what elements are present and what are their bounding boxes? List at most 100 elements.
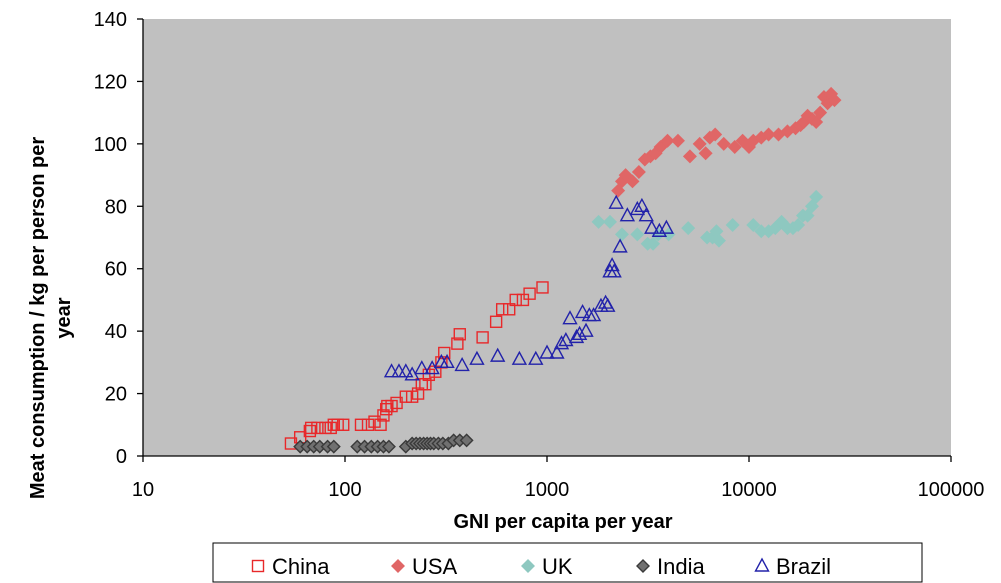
data-point-brazil <box>574 303 591 319</box>
legend-box <box>212 542 923 583</box>
data-point-uk <box>591 214 606 229</box>
y-axis-title-line2: year <box>53 297 75 338</box>
legend-marker-china <box>251 559 265 573</box>
data-point-china <box>503 303 516 316</box>
data-point-brazil <box>578 322 594 337</box>
data-point-brazil <box>558 332 574 347</box>
data-point-china <box>509 293 522 307</box>
legend-items: China USA UK India Brazil <box>251 554 831 579</box>
series-india <box>293 433 474 454</box>
data-point-usa <box>716 136 731 151</box>
tick-labels: 0 20 40 60 80 100 120 140 10 100 1000 10000 100000 <box>94 9 985 501</box>
data-point-uk <box>746 218 761 233</box>
legend-label: China <box>272 554 330 579</box>
data-point-brazil <box>469 350 485 365</box>
series-brazil <box>383 194 675 381</box>
data-point-uk <box>804 199 819 214</box>
x-axis-title: GNI per capita per year <box>454 511 673 533</box>
x-tick-label: 1000 <box>525 479 570 501</box>
data-point-usa <box>682 149 697 164</box>
y-tick-label: 120 <box>94 71 127 93</box>
legend-label: Brazil <box>776 554 831 579</box>
y-tick-label: 20 <box>105 384 127 406</box>
data-point-uk <box>725 218 740 233</box>
x-tick-label: 10 <box>132 479 154 501</box>
data-point-brazil <box>383 363 400 378</box>
x-tick-label: 10000 <box>721 479 777 501</box>
data-point-china <box>361 418 375 431</box>
legend-marker-usa <box>391 559 405 573</box>
data-point-usa <box>727 139 742 154</box>
data-point-usa <box>813 105 828 120</box>
data-point-brazil <box>528 350 544 365</box>
data-point-china <box>311 421 324 435</box>
legend: China USA UK India Brazil <box>212 542 923 583</box>
y-tick-label: 140 <box>94 9 127 31</box>
data-point-brazil <box>511 350 528 365</box>
data-point-brazil <box>490 347 506 362</box>
data-point-china <box>523 287 536 300</box>
data-point-brazil <box>439 353 455 369</box>
data-point-china <box>495 303 509 316</box>
data-point-china <box>337 418 350 431</box>
legend-label: USA <box>412 554 458 579</box>
data-points <box>284 86 842 454</box>
legend-marker-india <box>636 559 650 573</box>
data-point-china <box>303 424 317 438</box>
legend-item-uk: UK <box>521 554 573 579</box>
data-point-brazil <box>638 207 654 222</box>
data-point-brazil <box>549 344 565 359</box>
legend-item-china: China <box>251 554 330 579</box>
legend-item-usa: USA <box>391 554 458 579</box>
data-point-china <box>304 421 318 435</box>
data-point-china <box>399 390 413 403</box>
data-point-brazil <box>644 219 660 234</box>
data-point-usa <box>761 127 776 142</box>
data-point-china <box>419 378 432 391</box>
data-point-usa <box>670 133 685 148</box>
data-point-uk <box>614 227 629 242</box>
data-point-uk <box>711 233 726 248</box>
data-point-china <box>476 331 489 344</box>
data-point-india <box>381 439 396 454</box>
data-point-china <box>453 328 466 341</box>
y-tick-label: 60 <box>105 259 127 281</box>
data-point-usa <box>692 136 707 151</box>
data-point-uk <box>681 221 696 236</box>
y-axis-title: Meat consumption / kg per person per yea… <box>27 137 75 499</box>
plot-area <box>143 19 951 456</box>
data-point-china <box>377 409 390 422</box>
data-point-uk <box>646 236 661 251</box>
x-tick-label: 100 <box>328 479 361 501</box>
data-point-brazil <box>629 200 646 216</box>
data-point-usa <box>660 133 675 148</box>
data-point-china <box>390 396 403 410</box>
data-point-brazil <box>651 222 668 237</box>
data-point-uk <box>791 218 806 233</box>
y-axis-title-line1: Meat consumption / kg per person per <box>27 137 49 499</box>
data-point-china <box>489 315 503 328</box>
data-point-india <box>326 439 341 454</box>
y-tick-label: 40 <box>105 321 127 343</box>
axes <box>137 18 952 462</box>
data-point-brazil <box>414 360 430 375</box>
data-point-china <box>438 346 451 360</box>
legend-item-brazil: Brazil <box>754 554 831 579</box>
legend-label: UK <box>542 554 573 579</box>
data-point-brazil <box>454 357 470 372</box>
data-point-uk <box>602 214 617 229</box>
data-point-uk <box>800 208 815 223</box>
data-point-brazil <box>634 197 650 212</box>
data-point-china <box>411 387 425 400</box>
y-tick-label: 100 <box>94 134 127 156</box>
data-point-china <box>374 418 387 431</box>
data-point-uk <box>630 227 645 242</box>
data-point-usa <box>708 127 723 142</box>
data-point-usa <box>809 115 824 129</box>
data-point-usa <box>611 183 626 198</box>
x-tick-label: 100000 <box>918 479 985 501</box>
data-point-china <box>422 368 436 382</box>
data-point-china <box>451 337 464 350</box>
data-point-china <box>354 418 368 431</box>
